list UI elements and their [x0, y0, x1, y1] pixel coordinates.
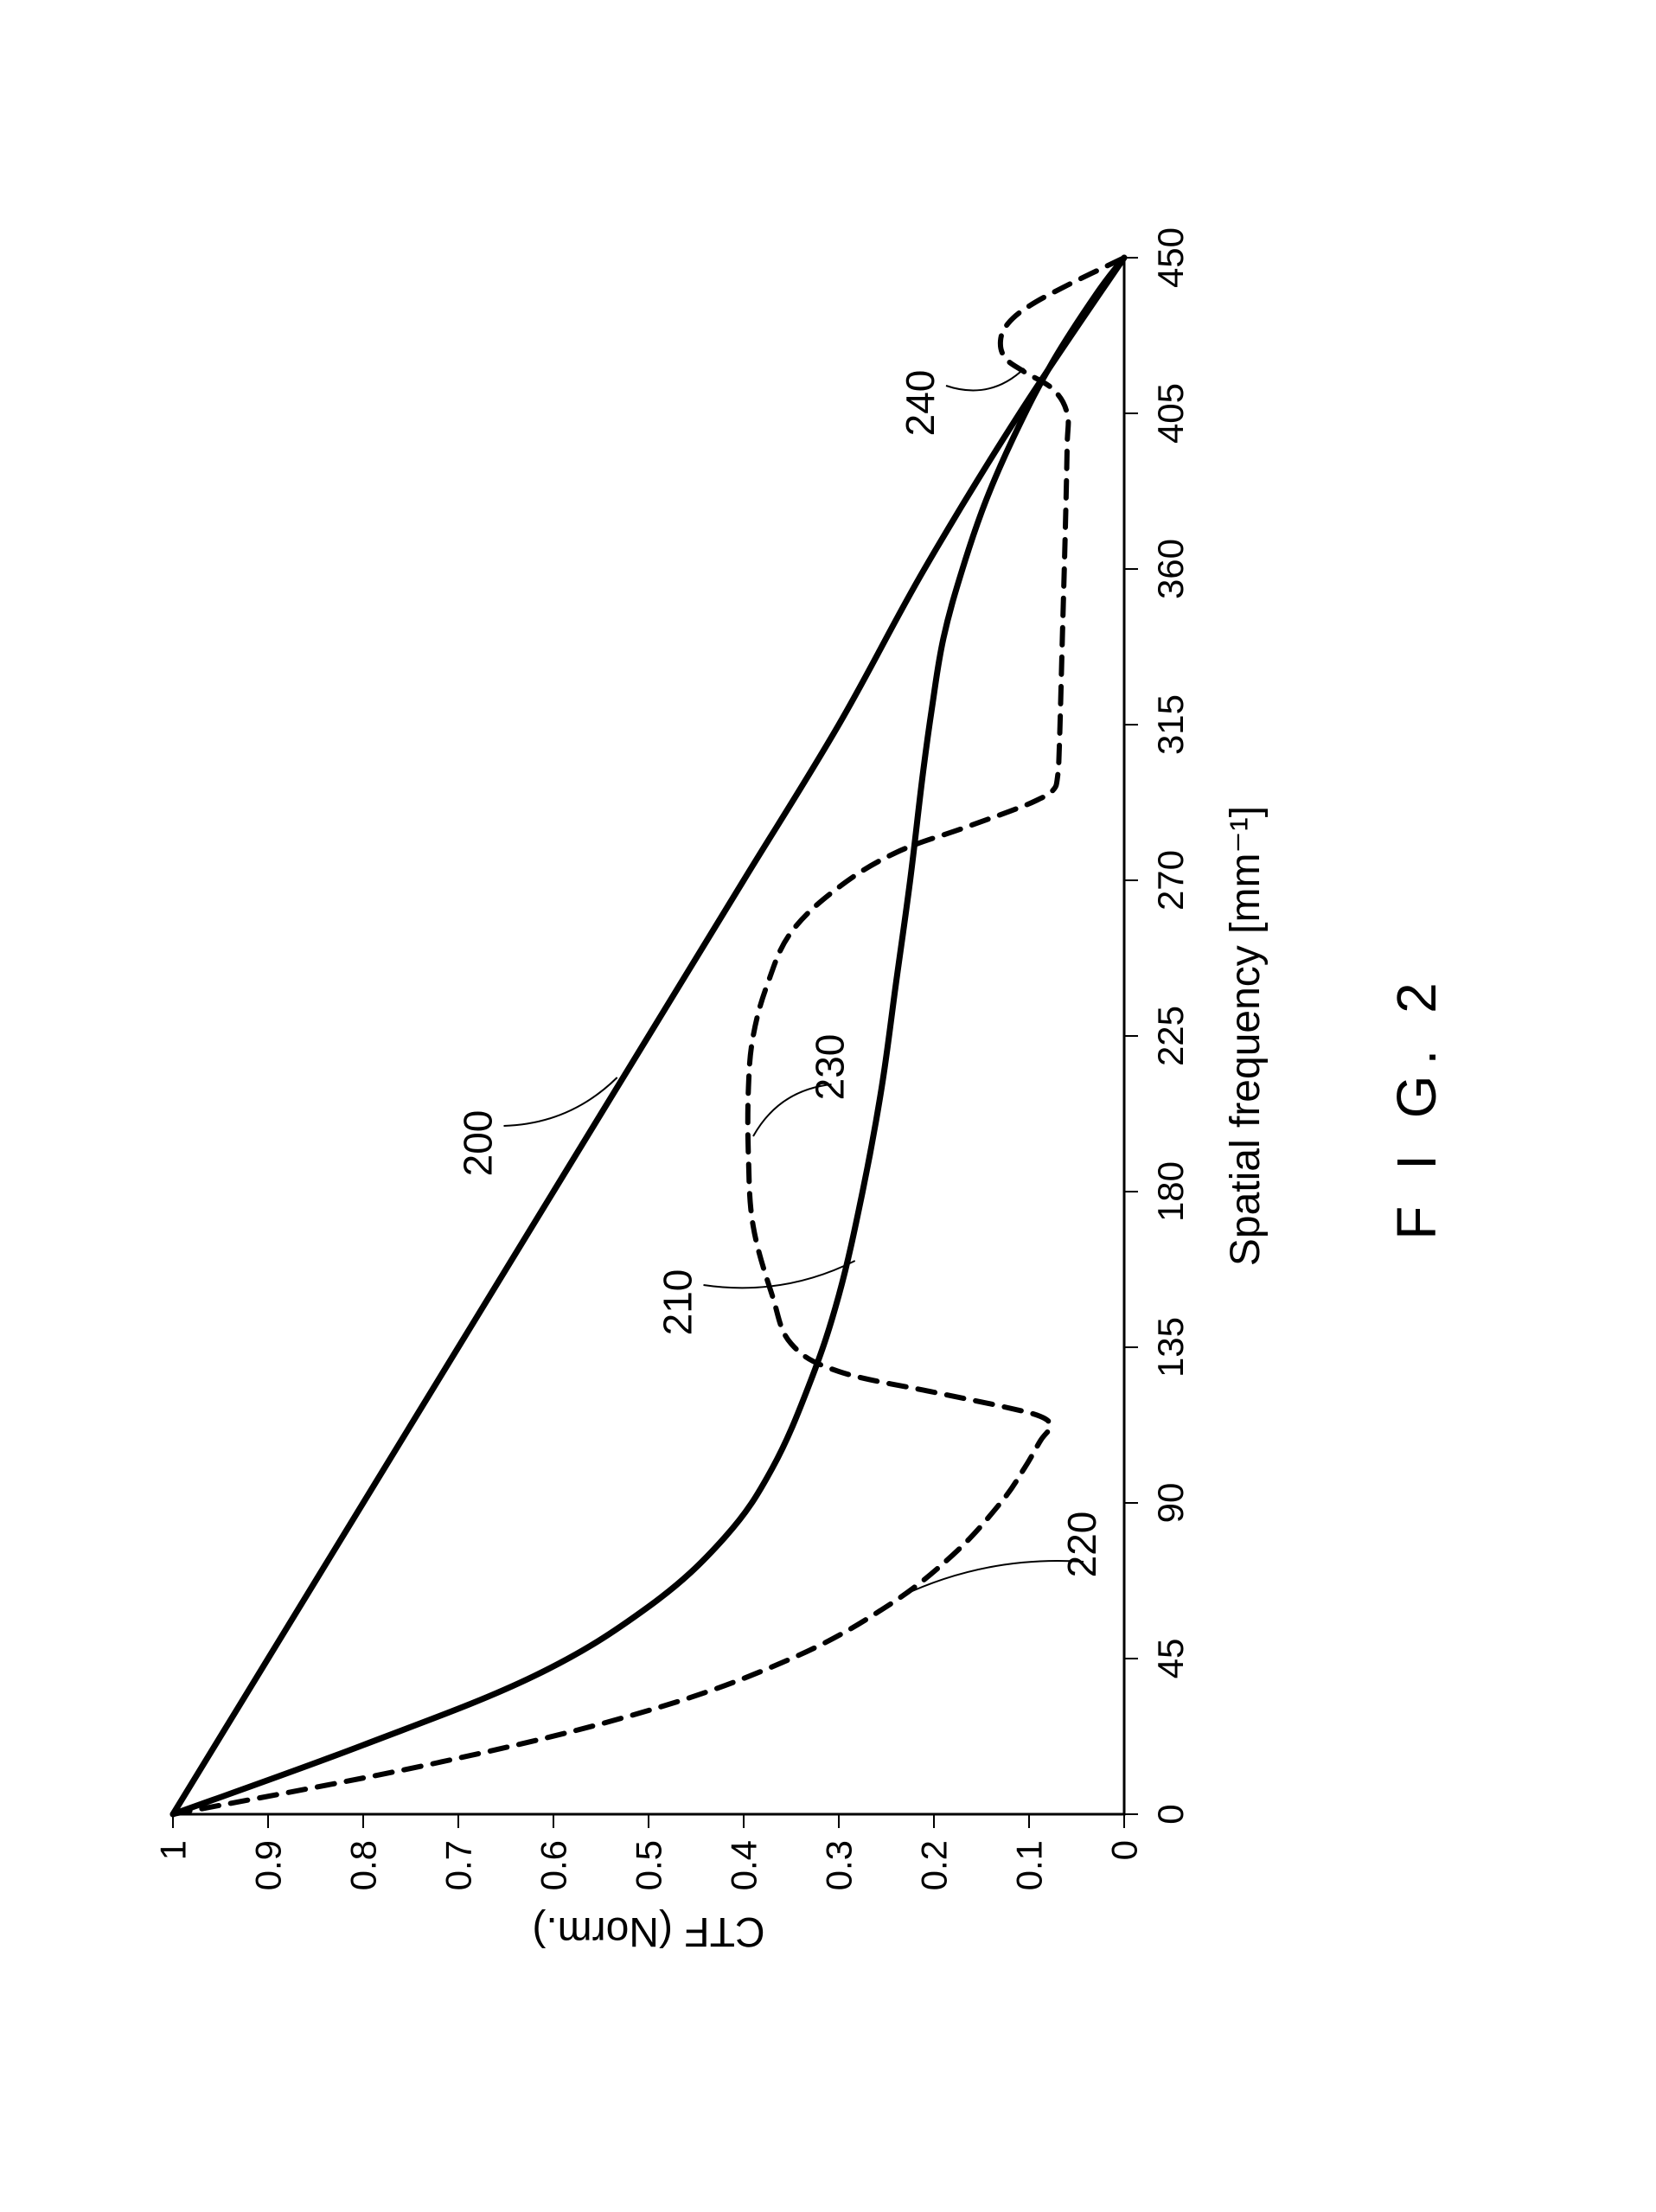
y-tick-label: 0.9: [248, 1840, 289, 1890]
x-tick-label: 135: [1150, 1317, 1191, 1378]
y-tick-label: 0.1: [1009, 1840, 1050, 1890]
y-tick-label: 0.5: [629, 1840, 669, 1890]
x-tick-label: 315: [1150, 694, 1191, 755]
x-tick-label: 90: [1150, 1483, 1191, 1524]
x-tick-label: 270: [1150, 850, 1191, 911]
page: 0 45 90 135 180 225 270 315 360 405 450 Spatial fre…: [0, 0, 1656, 2212]
ctf-chart: 0 45 90 135 180 225 270 315 360 405 450 Spatial fre…: [0, 0, 1656, 2212]
x-tick-label: 450: [1150, 227, 1191, 288]
y-tick-label: 0.4: [724, 1840, 764, 1890]
y-tick-label: 1: [153, 1840, 194, 1860]
annot-leader-210: [704, 1261, 855, 1288]
y-tick-label: 0.8: [343, 1840, 384, 1890]
rotated-canvas: 0 45 90 135 180 225 270 315 360 405 450 Spatial fre…: [0, 0, 1656, 2212]
y-tick-label: 0.7: [438, 1840, 479, 1890]
y-tick-label: 0.6: [534, 1840, 574, 1890]
figure-caption: F I G. 2: [1385, 972, 1448, 1239]
y-tick-label: 0.3: [819, 1840, 860, 1890]
annot-leader-240: [946, 368, 1025, 390]
series-label-210: 210: [655, 1269, 700, 1336]
series-label-220: 220: [1059, 1512, 1104, 1578]
x-tick-label: 45: [1150, 1639, 1191, 1679]
y-axis-title: CTF (Norm.): [532, 1908, 764, 1954]
y-tick-label: 0: [1104, 1840, 1145, 1860]
x-axis-title: Spatial frequency [mm⁻¹]: [1223, 806, 1269, 1266]
series-label-200: 200: [456, 1110, 501, 1177]
x-tick-label: 405: [1150, 383, 1191, 444]
x-tick-label: 0: [1150, 1804, 1191, 1824]
y-tick-label: 0.2: [914, 1840, 955, 1890]
x-tick-label: 225: [1150, 1006, 1191, 1066]
x-tick-label: 360: [1150, 539, 1191, 599]
x-tick-label: 180: [1150, 1161, 1191, 1222]
series-200: [173, 258, 1124, 1814]
series-label-240: 240: [898, 370, 943, 437]
series-label-230: 230: [808, 1034, 853, 1101]
